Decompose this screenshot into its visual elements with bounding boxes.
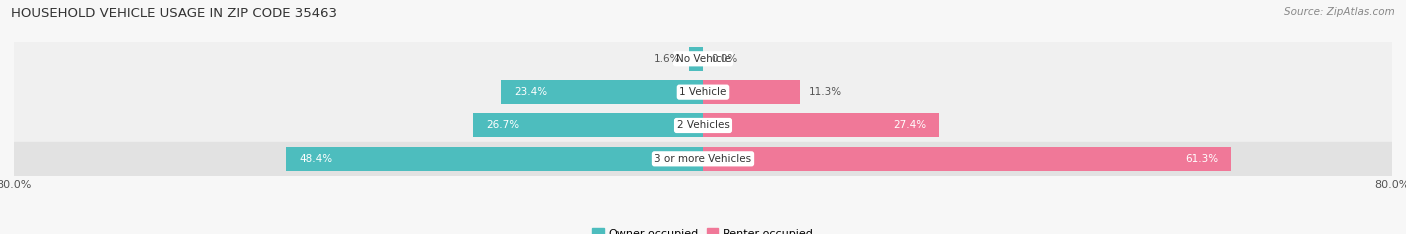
Bar (14, 142, 1392, 176)
Bar (287, 147, 703, 171)
Bar (689, 47, 703, 71)
Text: 0.0%: 0.0% (711, 54, 738, 64)
Text: 27.4%: 27.4% (893, 121, 927, 131)
Text: 26.7%: 26.7% (486, 121, 519, 131)
Text: 1.6%: 1.6% (654, 54, 681, 64)
Text: 3 or more Vehicles: 3 or more Vehicles (654, 154, 752, 164)
Text: 48.4%: 48.4% (299, 154, 332, 164)
Text: Source: ZipAtlas.com: Source: ZipAtlas.com (1284, 7, 1395, 17)
Bar (14, 42, 1392, 75)
Legend: Owner-occupied, Renter-occupied: Owner-occupied, Renter-occupied (588, 224, 818, 234)
Text: 2 Vehicles: 2 Vehicles (676, 121, 730, 131)
Bar (472, 113, 703, 138)
Bar (703, 147, 1230, 171)
Text: 23.4%: 23.4% (515, 87, 547, 97)
Text: 11.3%: 11.3% (808, 87, 842, 97)
Bar (14, 109, 1392, 142)
Bar (703, 113, 939, 138)
Bar (14, 76, 1392, 109)
Bar (502, 80, 703, 104)
Text: 61.3%: 61.3% (1185, 154, 1218, 164)
Text: No Vehicle: No Vehicle (675, 54, 731, 64)
Text: HOUSEHOLD VEHICLE USAGE IN ZIP CODE 35463: HOUSEHOLD VEHICLE USAGE IN ZIP CODE 3546… (11, 7, 337, 20)
Text: 1 Vehicle: 1 Vehicle (679, 87, 727, 97)
Bar (703, 80, 800, 104)
